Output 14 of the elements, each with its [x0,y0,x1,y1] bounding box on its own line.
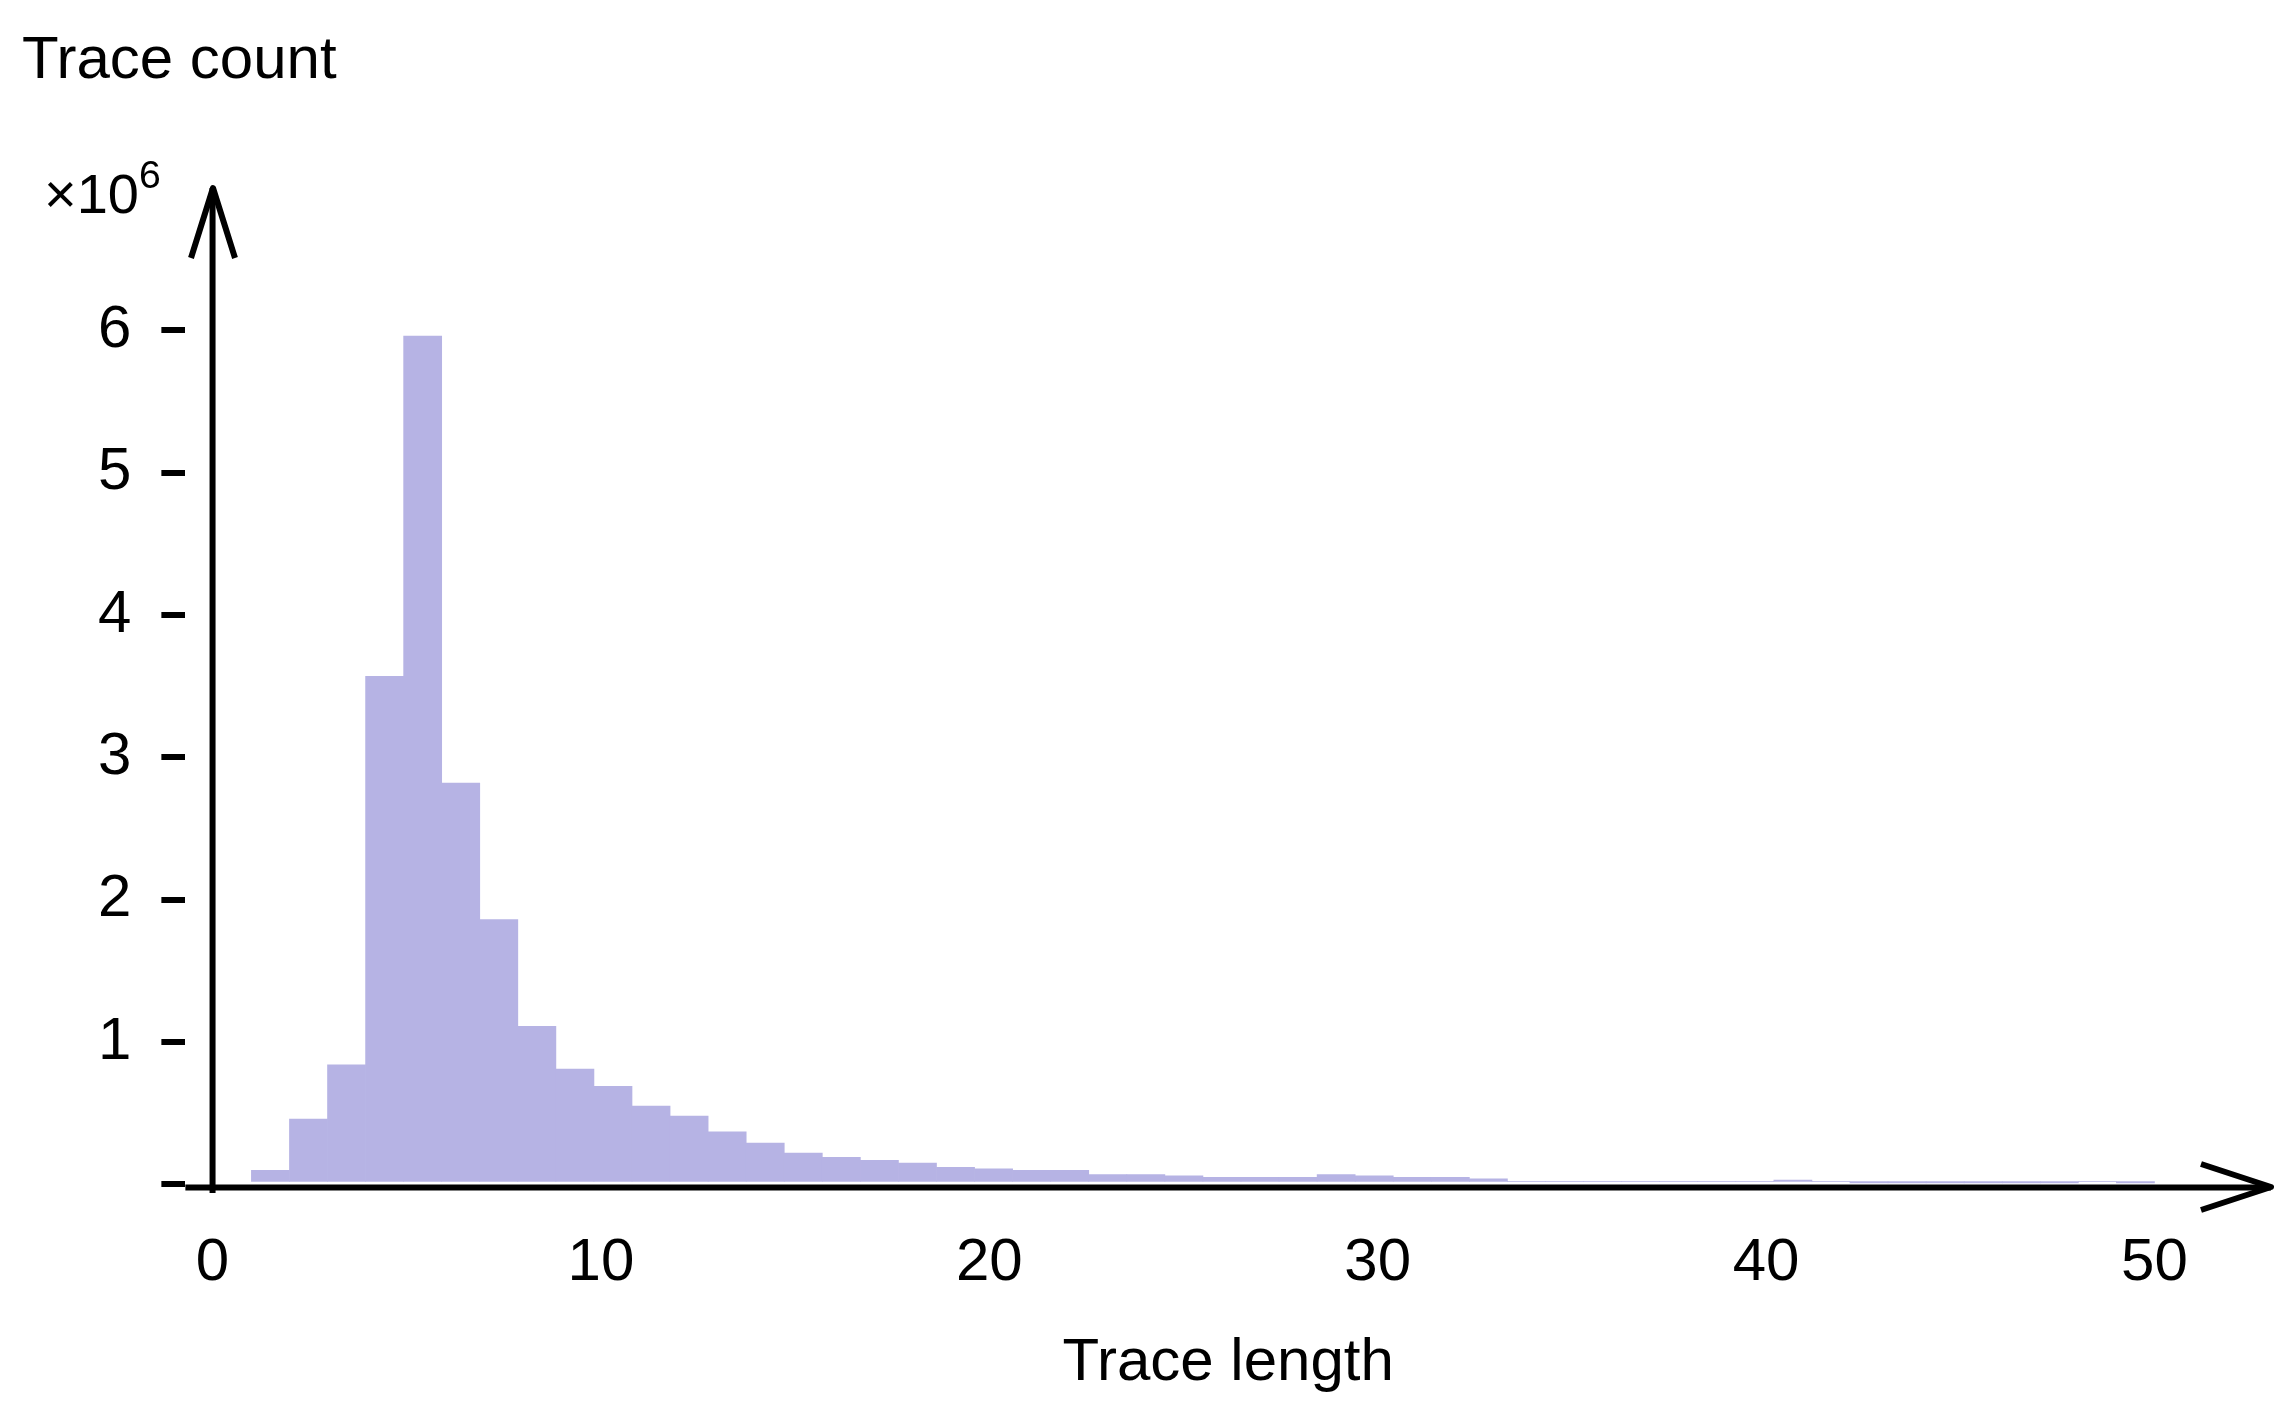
y-tick-label: 4 [97,577,132,645]
x-axis-title: Trace length [1062,1325,1394,1393]
y-tick-label: 1 [97,1004,132,1072]
x-tick-label: 20 [955,1225,1023,1293]
y-tick-label: 6 [97,292,132,360]
x-tick-label: 0 [195,1225,230,1293]
y-axis-title: Trace count [22,24,337,91]
x-tick-label: 40 [1732,1225,1800,1293]
y-tick-label: 2 [97,862,132,930]
x-tick-label: 50 [2121,1225,2188,1293]
x-tick-label: 30 [1344,1225,1412,1293]
y-tick-label: 3 [97,719,132,787]
y-tick-label: 5 [97,435,132,503]
x-tick-label: 10 [567,1225,635,1293]
